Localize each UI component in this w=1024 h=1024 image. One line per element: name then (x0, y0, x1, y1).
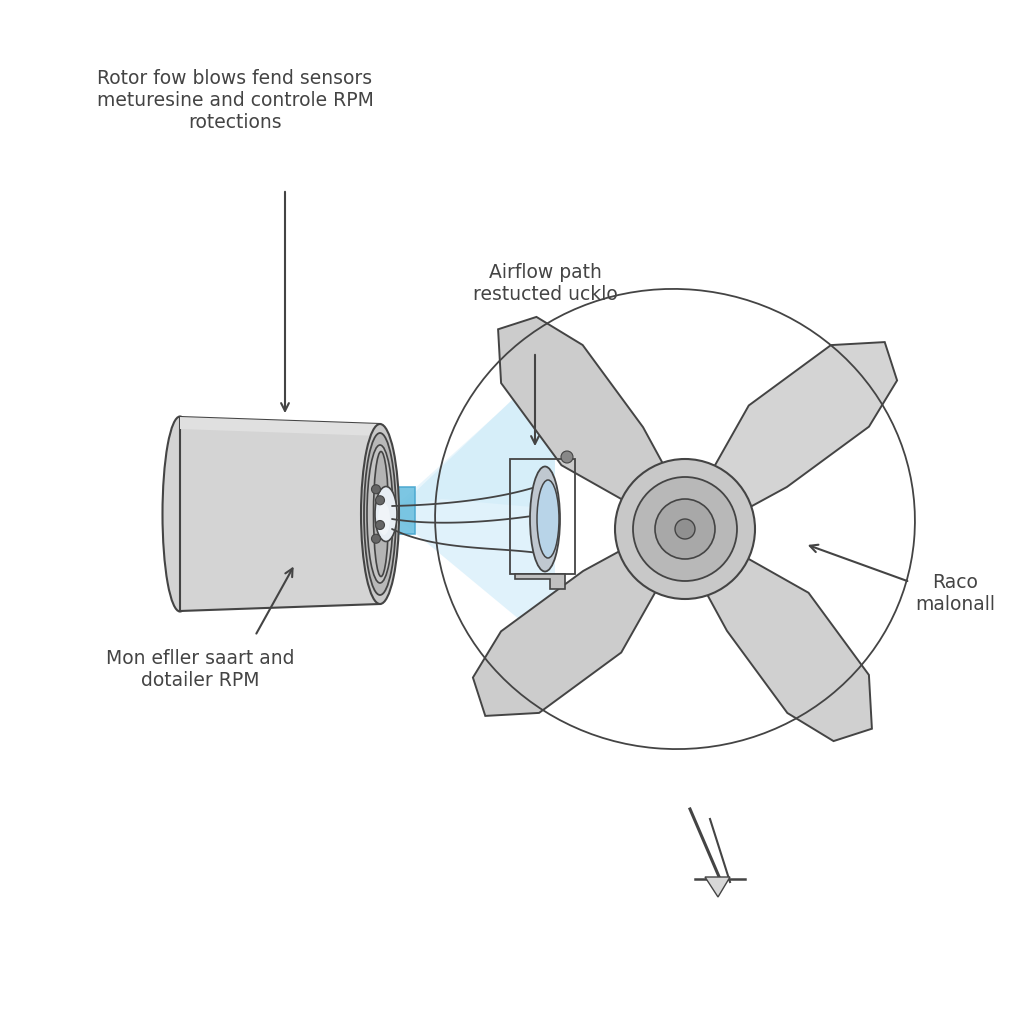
Circle shape (372, 535, 381, 544)
Polygon shape (685, 540, 871, 741)
Polygon shape (473, 528, 675, 716)
Polygon shape (705, 877, 730, 897)
Ellipse shape (374, 452, 388, 577)
Ellipse shape (367, 445, 393, 583)
Ellipse shape (378, 503, 390, 535)
Ellipse shape (163, 417, 198, 611)
Polygon shape (498, 316, 685, 519)
Polygon shape (695, 342, 897, 529)
Circle shape (372, 484, 381, 494)
Polygon shape (392, 359, 555, 509)
Polygon shape (295, 454, 415, 561)
Text: Airflow path
restucted ucklo: Airflow path restucted ucklo (473, 263, 617, 304)
Polygon shape (180, 417, 380, 611)
Circle shape (655, 499, 715, 559)
Circle shape (633, 477, 737, 581)
Circle shape (376, 520, 384, 529)
Polygon shape (392, 359, 555, 649)
Ellipse shape (361, 424, 399, 604)
Text: Mon efller saart and
dotailer RPM: Mon efller saart and dotailer RPM (105, 648, 294, 689)
Text: Rotor fow blows fend sensors
meturesine and controle RPM
rotections: Rotor fow blows fend sensors meturesine … (96, 69, 374, 132)
Circle shape (615, 459, 755, 599)
Circle shape (675, 519, 695, 539)
Circle shape (376, 496, 384, 505)
Ellipse shape (364, 433, 396, 595)
Ellipse shape (537, 480, 559, 558)
Polygon shape (180, 417, 380, 436)
Ellipse shape (375, 486, 397, 542)
Circle shape (561, 451, 573, 463)
Text: Raco
malonall: Raco malonall (915, 573, 995, 614)
Polygon shape (515, 574, 565, 589)
Ellipse shape (530, 467, 560, 571)
